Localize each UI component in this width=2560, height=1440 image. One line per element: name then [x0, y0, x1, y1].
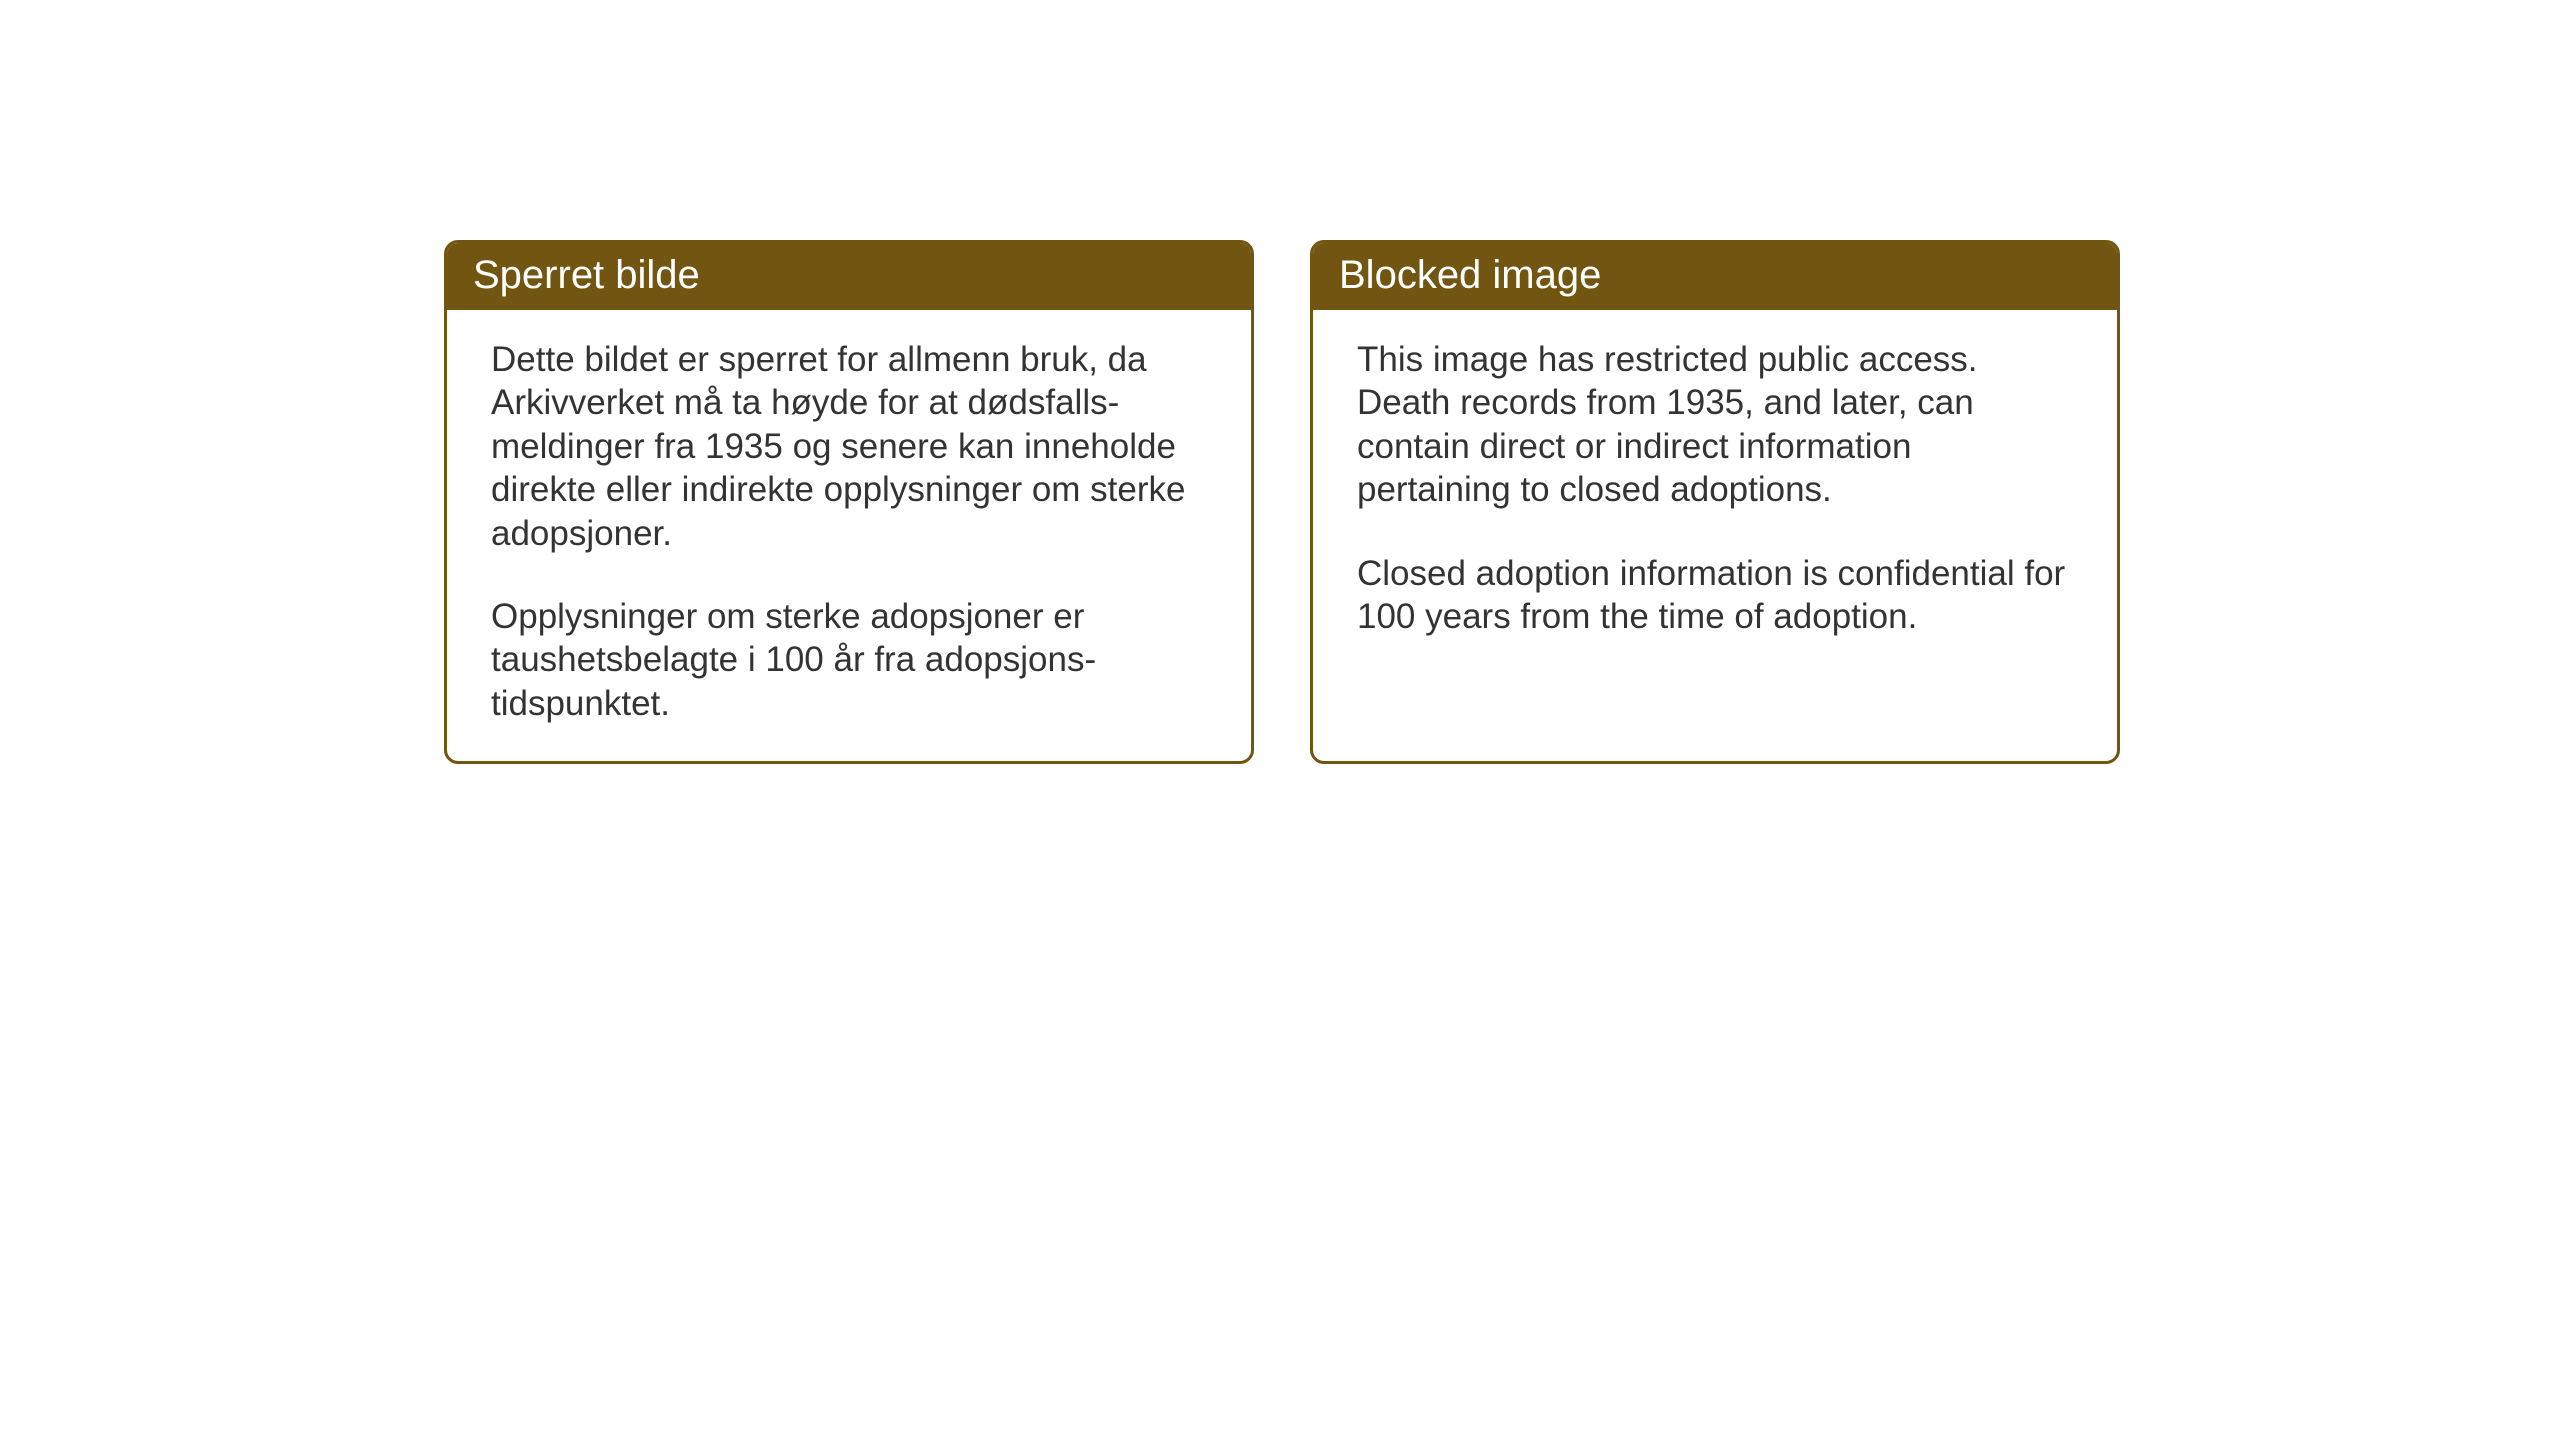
norwegian-card-title: Sperret bilde	[447, 243, 1251, 310]
norwegian-paragraph-2: Opplysninger om sterke adopsjoner er tau…	[491, 595, 1207, 725]
norwegian-card-body: Dette bildet er sperret for allmenn bruk…	[447, 310, 1251, 761]
english-paragraph-2: Closed adoption information is confident…	[1357, 552, 2073, 639]
english-card-body: This image has restricted public access.…	[1313, 310, 2117, 750]
english-paragraph-1: This image has restricted public access.…	[1357, 338, 2073, 512]
norwegian-notice-card: Sperret bilde Dette bildet er sperret fo…	[444, 240, 1254, 764]
norwegian-paragraph-1: Dette bildet er sperret for allmenn bruk…	[491, 338, 1207, 555]
english-notice-card: Blocked image This image has restricted …	[1310, 240, 2120, 764]
notice-cards-container: Sperret bilde Dette bildet er sperret fo…	[444, 240, 2120, 764]
english-card-title: Blocked image	[1313, 243, 2117, 310]
